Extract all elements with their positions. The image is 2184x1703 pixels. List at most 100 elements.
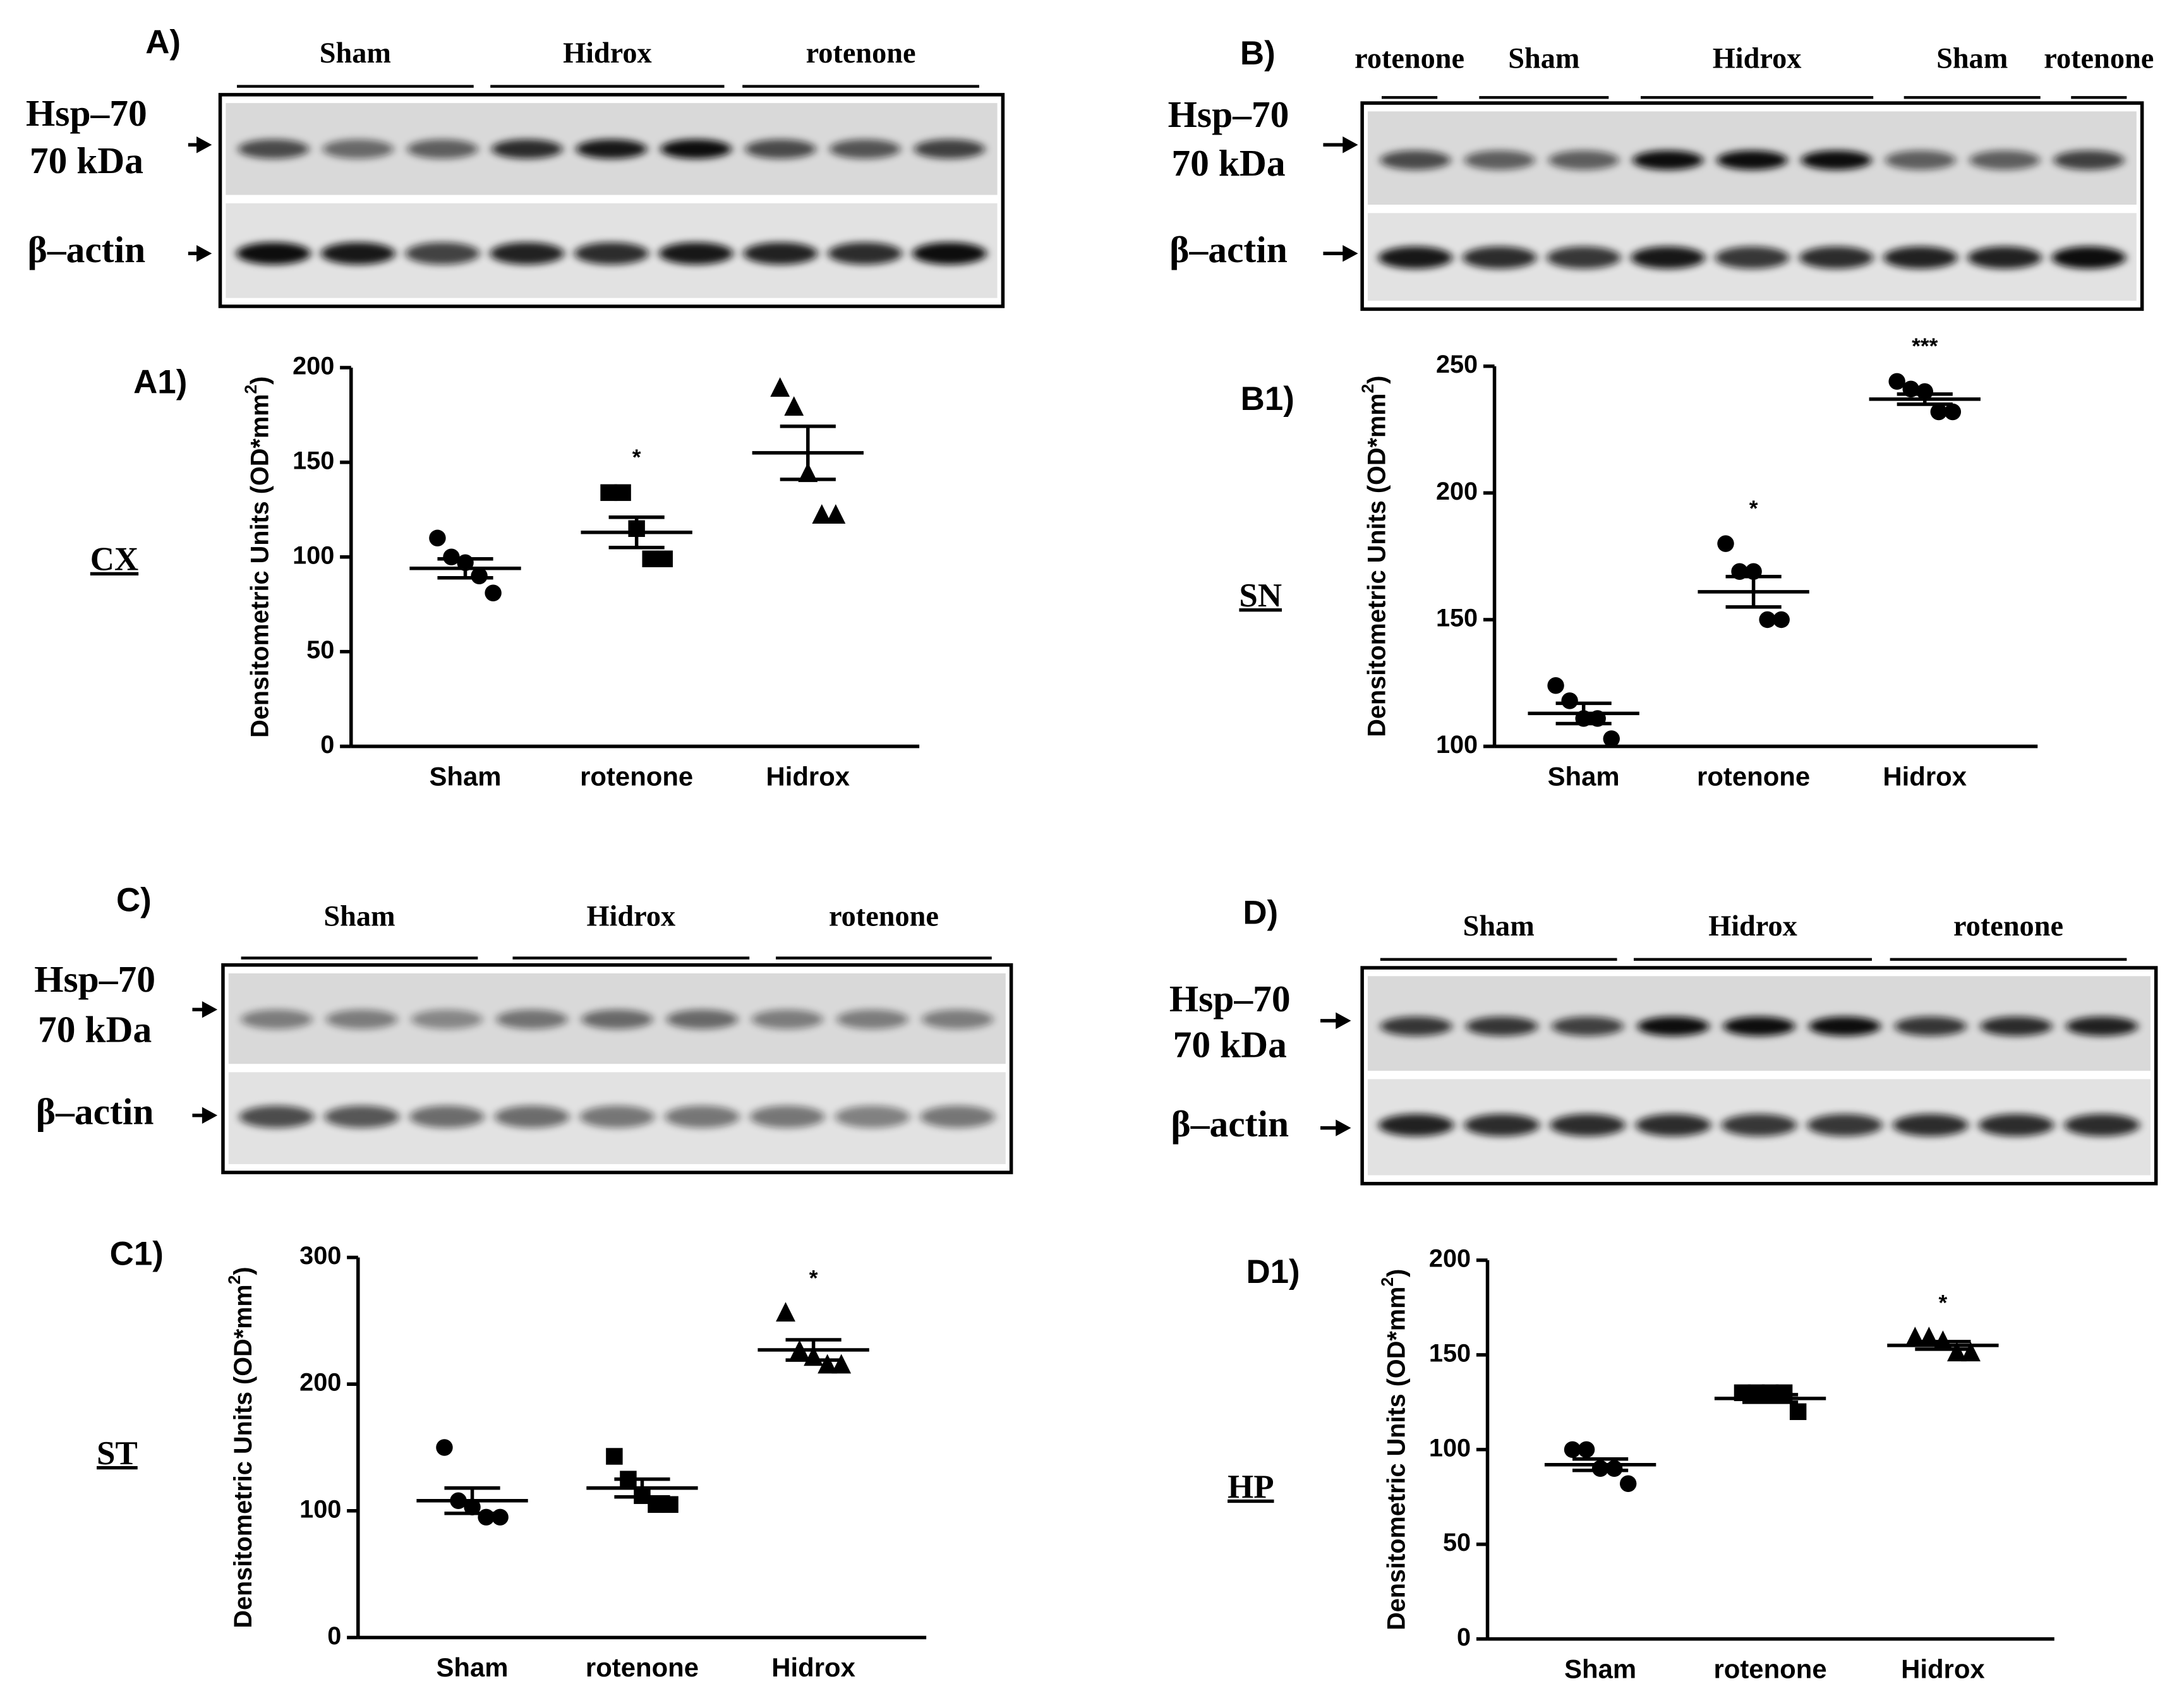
hsp-band	[1885, 150, 1956, 170]
data-point	[1947, 1342, 1967, 1362]
hsp-band	[830, 139, 901, 159]
y-axis-title-sup: 2	[225, 1275, 244, 1285]
x-tick-label: rotenone	[580, 761, 693, 791]
hsp-band	[238, 139, 310, 159]
actin-band	[405, 242, 480, 265]
hsp-band	[1380, 1016, 1452, 1037]
y-tick-label: 0	[320, 731, 334, 759]
significance-label: ***	[1912, 334, 1938, 359]
control-label: β–actin	[36, 1090, 154, 1132]
actin-band	[1636, 1114, 1711, 1136]
panel-label: A)	[145, 24, 181, 61]
lane-group-label: Sham	[1936, 43, 2008, 75]
data-point	[1944, 403, 1962, 421]
y-axis-title-end: )	[1383, 1269, 1411, 1277]
actin-band	[749, 1105, 825, 1128]
data-point	[1961, 1342, 1981, 1362]
data-point	[784, 396, 804, 416]
data-point	[1619, 1475, 1637, 1492]
actin-band	[490, 242, 565, 265]
actin-band	[1378, 246, 1453, 269]
lane-group-label: Sham	[320, 37, 391, 69]
panel-label: B)	[1240, 35, 1276, 72]
hsp-band	[1380, 150, 1451, 170]
protein-label: Hsp–70	[34, 958, 155, 1000]
hsp-band	[407, 139, 478, 159]
arrow-head	[1336, 1012, 1351, 1030]
data-point	[1773, 611, 1790, 629]
actin-band	[920, 1105, 995, 1128]
y-tick-label: 50	[306, 636, 334, 664]
data-point	[770, 377, 790, 397]
actin-band	[1893, 1114, 1969, 1136]
actin-band	[1378, 1114, 1454, 1136]
y-tick-label: 100	[1436, 731, 1478, 759]
lane-group-label: Sham	[1463, 910, 1535, 942]
lane-group-label: rotenone	[829, 901, 939, 933]
protein-label: Hsp–70	[1169, 978, 1291, 1020]
data-point	[485, 584, 502, 601]
data-point	[1888, 373, 1905, 390]
hsp-band	[1632, 150, 1704, 170]
y-tick-label: 200	[293, 352, 334, 380]
data-point	[656, 550, 673, 567]
data-point	[1759, 611, 1776, 629]
lane-group-label: Hidrox	[563, 37, 652, 69]
arrow-head	[1342, 244, 1358, 262]
hsp-band	[241, 1009, 313, 1030]
actin-band	[1807, 1114, 1883, 1136]
hsp-band	[1809, 1016, 1881, 1037]
y-tick-label: 250	[1436, 351, 1478, 378]
y-tick-label: 200	[1436, 478, 1478, 505]
control-label: β–actin	[1171, 1103, 1289, 1145]
actin-band	[1721, 1114, 1797, 1136]
actin-band	[236, 242, 311, 265]
data-point	[606, 1448, 623, 1465]
actin-band	[1464, 1114, 1540, 1136]
arrow-head	[196, 244, 212, 262]
lane-group-label: rotenone	[1953, 910, 2063, 942]
hsp-band	[1464, 150, 1535, 170]
data-point	[812, 504, 832, 524]
region-label: CX	[90, 541, 138, 578]
data-point	[1717, 535, 1734, 552]
significance-label: *	[809, 1266, 818, 1291]
chart-label: B1)	[1241, 380, 1294, 418]
actin-band	[2051, 246, 2126, 269]
region-label: SN	[1239, 577, 1282, 614]
actin-band	[320, 242, 395, 265]
data-point	[1603, 730, 1620, 747]
data-point	[429, 529, 446, 547]
actin-band	[579, 1105, 655, 1128]
actin-band	[912, 242, 987, 265]
actin-band	[665, 1105, 740, 1128]
x-tick-label: rotenone	[586, 1652, 699, 1682]
x-tick-label: rotenone	[1713, 1654, 1826, 1683]
actin-band	[1715, 246, 1790, 269]
hsp-band	[581, 1009, 653, 1030]
data-point	[471, 567, 488, 584]
actin-band	[1967, 246, 2042, 269]
actin-band	[574, 242, 649, 265]
y-axis-title: Densitometric Units (OD*mm2)	[225, 1267, 258, 1628]
hsp-band	[411, 1009, 483, 1030]
hsp-band	[322, 139, 394, 159]
y-tick-label: 100	[293, 541, 334, 569]
data-point	[1578, 1441, 1595, 1459]
panel-label: C)	[116, 881, 152, 918]
y-axis-title-text: Densitometric Units (OD*mm	[1363, 393, 1391, 737]
lane-group-label: rotenone	[1354, 43, 1464, 75]
control-label: β–actin	[1169, 229, 1288, 270]
x-tick-label: Sham	[437, 1652, 509, 1682]
hsp-band	[1548, 150, 1619, 170]
data-point	[443, 548, 460, 565]
actin-band	[1978, 1114, 2054, 1136]
hsp-band	[576, 139, 648, 159]
data-point	[826, 504, 846, 524]
y-axis-title: Densitometric Units (OD*mm2)	[1358, 376, 1391, 737]
y-axis-title-end: )	[1363, 376, 1391, 384]
actin-band	[658, 242, 733, 265]
size-label: 70 kDa	[1173, 1024, 1287, 1066]
